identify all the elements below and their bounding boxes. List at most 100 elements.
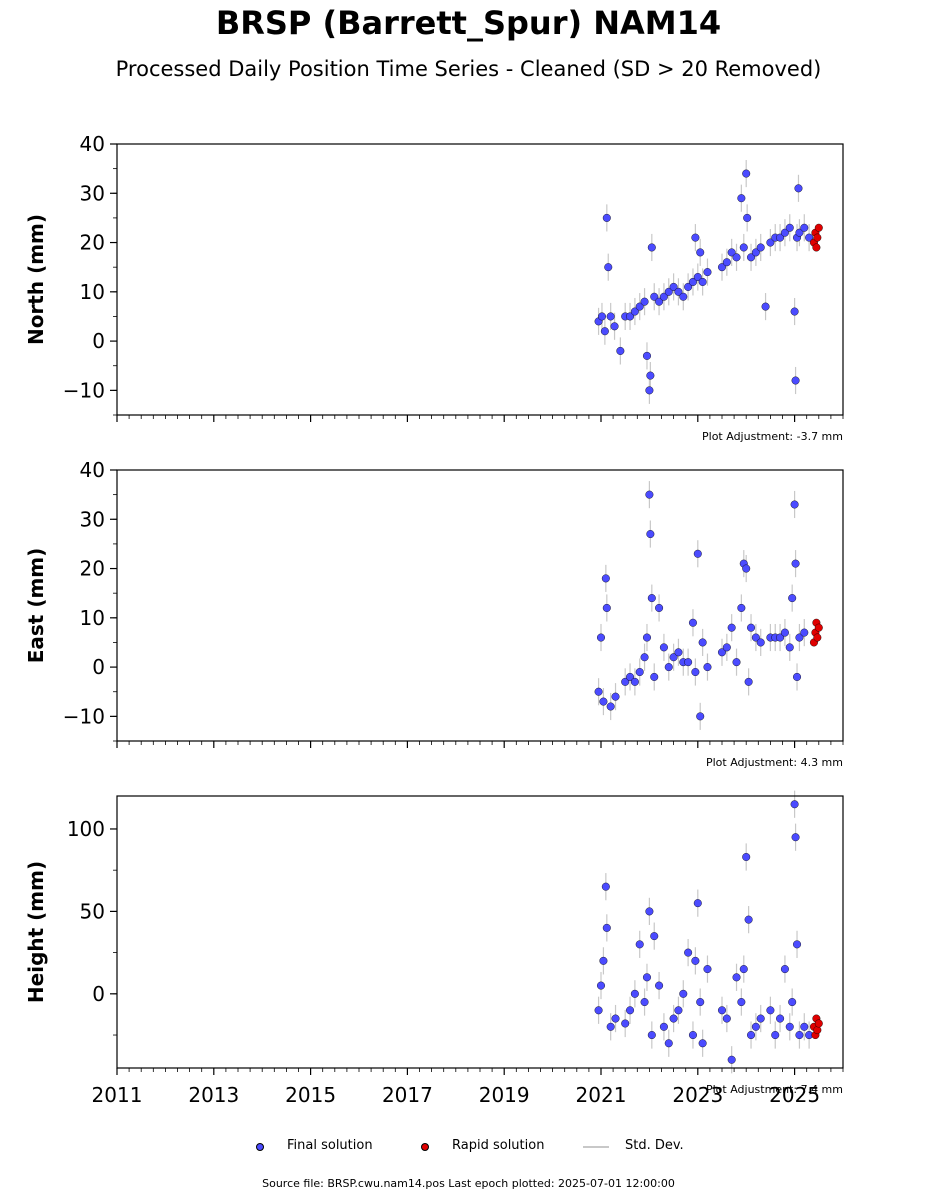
east-rapid-point bbox=[814, 623, 823, 632]
height-final-point bbox=[597, 981, 606, 990]
north-plot-frame bbox=[116, 143, 844, 416]
north-final-point bbox=[630, 307, 639, 316]
north-final-point bbox=[664, 287, 673, 296]
height-final-point bbox=[744, 915, 753, 924]
east-final-point bbox=[732, 658, 741, 667]
north-y-tick-label: 10 bbox=[80, 280, 105, 304]
height-final-point bbox=[630, 989, 639, 998]
height-final-point bbox=[737, 998, 746, 1007]
east-final-point bbox=[800, 628, 809, 637]
height-final-point bbox=[766, 1006, 775, 1015]
east-final-point bbox=[756, 638, 765, 647]
height-final-point bbox=[659, 1022, 668, 1031]
north-final-point bbox=[737, 194, 746, 203]
east-final-point bbox=[606, 702, 615, 711]
north-final-point bbox=[597, 312, 606, 321]
north-final-point bbox=[739, 243, 748, 252]
x-tick-label: 2021 bbox=[576, 1083, 627, 1107]
east-final-point bbox=[650, 672, 659, 681]
north-y-tick-label: 0 bbox=[92, 329, 105, 353]
north-final-point bbox=[650, 292, 659, 301]
legend-label-rapid: Rapid solution bbox=[452, 1138, 545, 1153]
north-final-point bbox=[742, 169, 751, 178]
east-final-point bbox=[791, 559, 800, 568]
east-final-point bbox=[722, 643, 731, 652]
height-y-tick-label: 100 bbox=[67, 817, 105, 841]
height-rapid-point bbox=[814, 1019, 823, 1028]
east-final-point bbox=[696, 712, 705, 721]
height-final-point bbox=[664, 1039, 673, 1048]
height-final-point bbox=[679, 989, 688, 998]
north-final-point bbox=[747, 253, 756, 262]
north-final-point bbox=[600, 327, 609, 336]
north-final-point bbox=[790, 307, 799, 316]
north-final-point bbox=[647, 243, 656, 252]
north-final-point bbox=[679, 292, 688, 301]
height-final-point bbox=[793, 940, 802, 949]
north-final-point bbox=[785, 223, 794, 232]
north-final-point bbox=[696, 248, 705, 257]
height-final-point bbox=[647, 1031, 656, 1040]
east-y-tick-label: −10 bbox=[63, 704, 105, 728]
height-final-point bbox=[739, 965, 748, 974]
north-final-point bbox=[688, 277, 697, 286]
north-final-point bbox=[602, 213, 611, 222]
height-final-point bbox=[776, 1014, 785, 1023]
north-final-point bbox=[743, 213, 752, 222]
east-final-point bbox=[645, 490, 654, 499]
x-tick-label: 2011 bbox=[92, 1083, 143, 1107]
east-final-point bbox=[655, 603, 664, 612]
height-plot-frame bbox=[116, 795, 844, 1069]
height-final-point bbox=[791, 833, 800, 842]
north-final-point bbox=[718, 263, 727, 272]
north-final-point bbox=[616, 346, 625, 355]
north-final-point bbox=[791, 376, 800, 385]
east-final-point bbox=[642, 633, 651, 642]
height-final-point bbox=[790, 800, 799, 809]
east-final-point bbox=[788, 594, 797, 603]
east-rapid-point bbox=[813, 633, 822, 642]
east-final-point bbox=[718, 648, 727, 657]
height-final-point bbox=[599, 956, 608, 965]
east-final-point bbox=[785, 643, 794, 652]
height-final-point bbox=[640, 998, 649, 1007]
height-final-point bbox=[788, 998, 797, 1007]
height-final-point bbox=[722, 1014, 731, 1023]
x-tick-label: 2023 bbox=[672, 1083, 723, 1107]
north-final-point bbox=[703, 268, 712, 277]
height-plot-adjustment: Plot Adjustment: 7.4 mm bbox=[706, 1083, 843, 1096]
north-final-point bbox=[761, 302, 770, 311]
height-final-point bbox=[795, 1031, 804, 1040]
north-final-point bbox=[722, 258, 731, 267]
east-final-point bbox=[737, 603, 746, 612]
height-final-point bbox=[684, 948, 693, 957]
x-tick-label: 2015 bbox=[285, 1083, 336, 1107]
height-final-point bbox=[602, 923, 611, 932]
height-final-point bbox=[771, 1031, 780, 1040]
north-final-point bbox=[751, 248, 760, 257]
x-tick-label: 2025 bbox=[769, 1083, 820, 1107]
north-final-point bbox=[693, 273, 702, 282]
east-final-point bbox=[594, 687, 603, 696]
height-final-point bbox=[732, 973, 741, 982]
north-final-point bbox=[698, 277, 707, 286]
north-final-point bbox=[659, 292, 668, 301]
east-y-tick-label: 10 bbox=[80, 606, 105, 630]
east-final-point bbox=[693, 549, 702, 558]
legend-swatch-rapid bbox=[421, 1143, 429, 1151]
height-final-point bbox=[742, 852, 751, 861]
north-y-tick-label: 30 bbox=[80, 181, 105, 205]
north-final-point bbox=[626, 312, 635, 321]
north-y-tick-label: 40 bbox=[80, 132, 105, 156]
north-y-tick-label: 20 bbox=[80, 231, 105, 255]
source-footer: Source file: BRSP.cwu.nam14.pos Last epo… bbox=[262, 1177, 675, 1190]
east-final-point bbox=[776, 633, 785, 642]
east-final-point bbox=[602, 603, 611, 612]
height-y-tick-label: 50 bbox=[80, 899, 105, 923]
north-final-point bbox=[766, 238, 775, 247]
east-final-point bbox=[747, 623, 756, 632]
legend-label-std: Std. Dev. bbox=[625, 1138, 684, 1153]
east-final-point bbox=[646, 530, 655, 539]
height-final-point bbox=[780, 965, 789, 974]
height-final-point bbox=[718, 1006, 727, 1015]
